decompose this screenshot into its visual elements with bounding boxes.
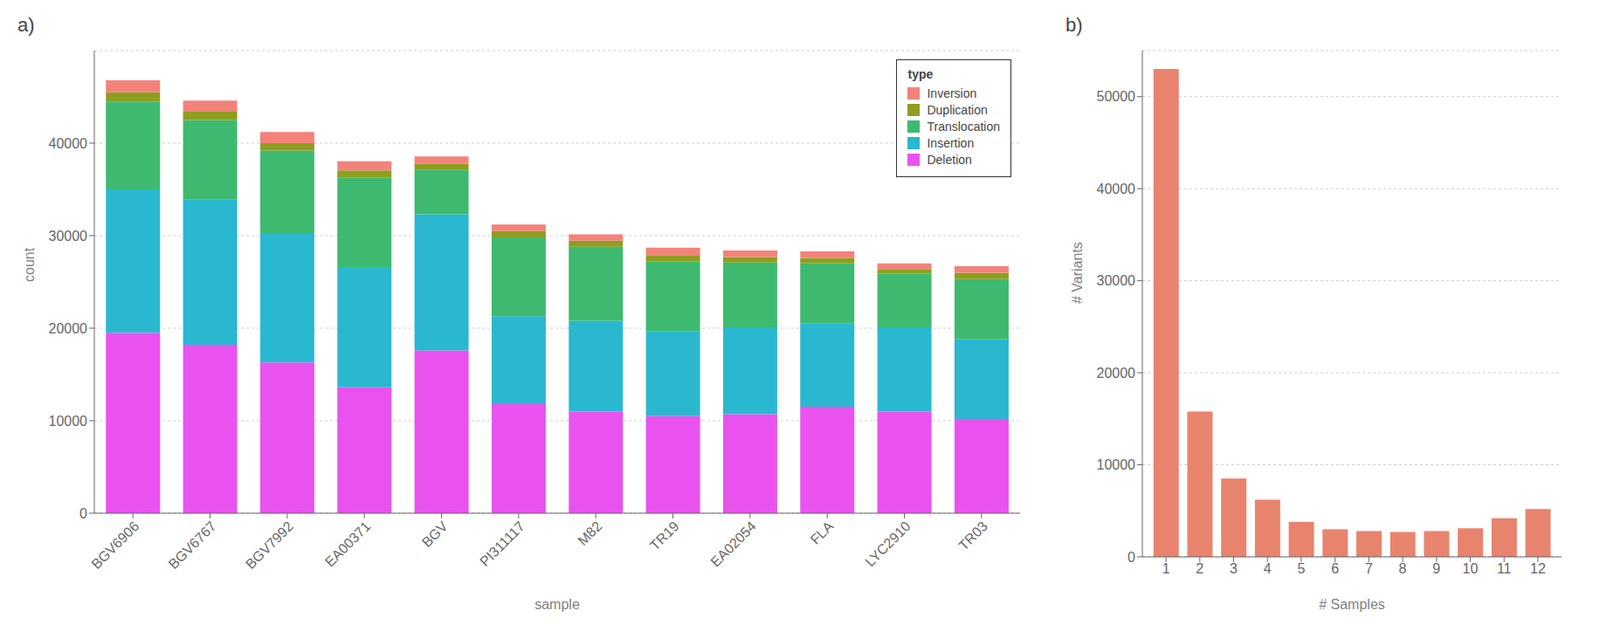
svg-text:3: 3 — [1229, 561, 1238, 577]
svg-text:sample: sample — [534, 597, 580, 613]
svg-text:12: 12 — [1530, 561, 1546, 577]
svg-text:50000: 50000 — [1096, 89, 1137, 104]
svg-text:# Variants: # Variants — [1069, 241, 1085, 304]
svg-text:9: 9 — [1432, 561, 1441, 577]
svg-text:20000: 20000 — [1096, 365, 1137, 381]
svg-text:FLA: FLA — [807, 518, 837, 548]
svg-text:LYC2910: LYC2910 — [862, 518, 913, 570]
svg-text:EA02054: EA02054 — [707, 518, 759, 571]
svg-text:11: 11 — [1496, 561, 1512, 577]
html-text:type: type — [907, 67, 934, 82]
svg-text:PI311117: PI311117 — [476, 518, 528, 570]
svg-text:40000: 40000 — [1096, 181, 1137, 197]
svg-text:4: 4 — [1263, 561, 1272, 577]
svg-text:30000: 30000 — [48, 228, 89, 244]
svg-text:6: 6 — [1331, 561, 1339, 577]
svg-text:10: 10 — [1462, 561, 1479, 577]
svg-text:7: 7 — [1365, 561, 1373, 577]
html-text:Insertion: Insertion — [927, 136, 974, 151]
svg-text:TR19: TR19 — [647, 518, 683, 554]
svg-text:M82: M82 — [574, 518, 605, 549]
svg-text:30000: 30000 — [1096, 273, 1137, 289]
html-text:Translocation: Translocation — [927, 119, 1000, 134]
svg-text:EA00371: EA00371 — [322, 518, 374, 571]
svg-text:# Samples: # Samples — [1318, 597, 1386, 613]
html-text:b): b) — [1065, 13, 1083, 36]
svg-text:count: count — [21, 247, 37, 283]
svg-text:20000: 20000 — [48, 321, 89, 337]
svg-text:1: 1 — [1162, 561, 1171, 577]
html-text:Duplication: Duplication — [927, 103, 988, 118]
html-text:Inversion: Inversion — [927, 86, 977, 101]
svg-text:5: 5 — [1296, 561, 1305, 577]
svg-text:BGV6767: BGV6767 — [165, 518, 220, 573]
svg-text:BGV6906: BGV6906 — [88, 518, 142, 573]
svg-text:10000: 10000 — [1096, 457, 1137, 473]
svg-text:BGV7992: BGV7992 — [242, 518, 297, 573]
svg-text:0: 0 — [79, 506, 88, 522]
svg-text:TR03: TR03 — [955, 518, 991, 554]
svg-text:40000: 40000 — [48, 136, 89, 152]
svg-text:10000: 10000 — [48, 413, 89, 429]
svg-text:BGV: BGV — [419, 518, 451, 551]
svg-text:2: 2 — [1195, 561, 1204, 577]
svg-text:0: 0 — [1127, 550, 1136, 566]
html-text:a): a) — [17, 13, 35, 36]
html-text:Deletion: Deletion — [927, 152, 972, 167]
svg-text:8: 8 — [1399, 561, 1407, 577]
